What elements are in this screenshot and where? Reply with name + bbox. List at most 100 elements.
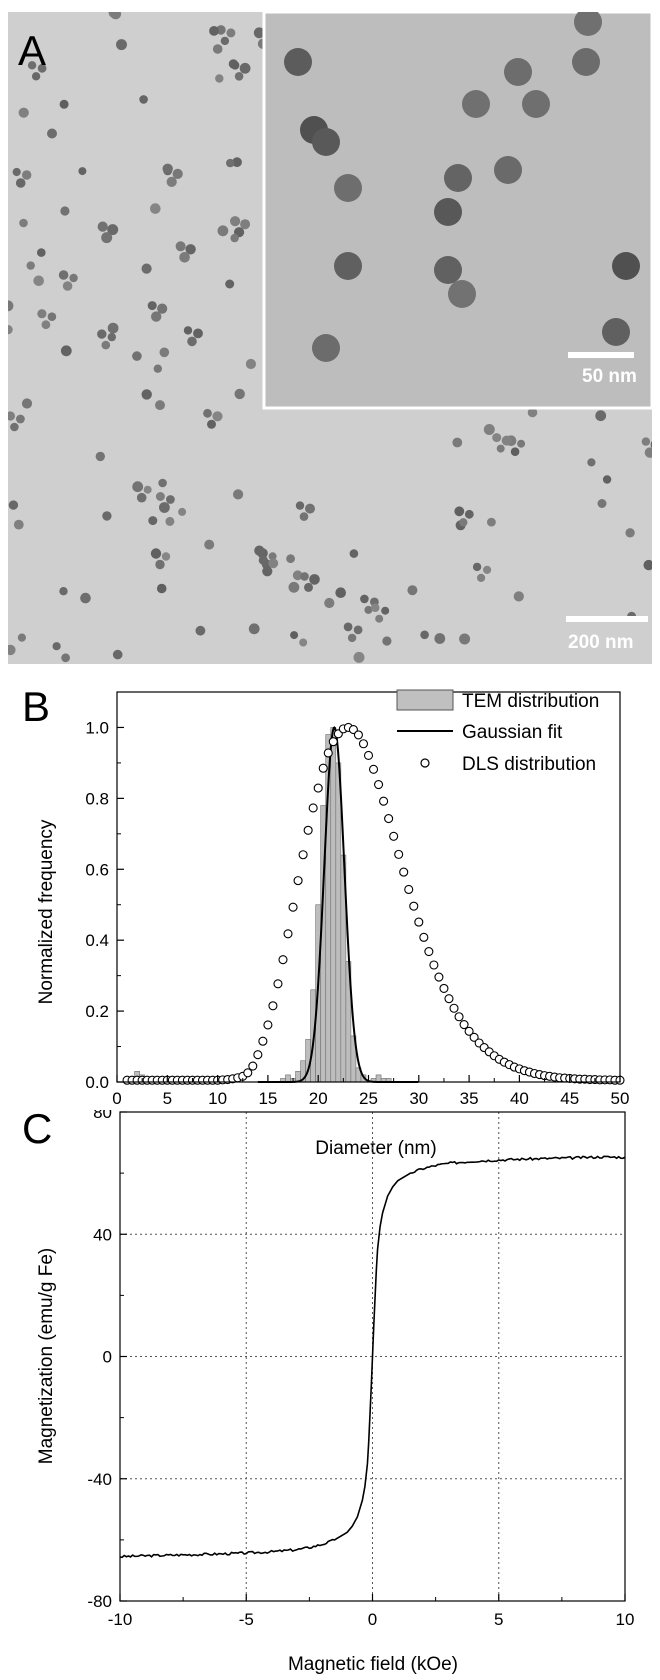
c-ytick-label: -80 bbox=[87, 1592, 112, 1611]
nanoparticle bbox=[459, 633, 471, 645]
dls-point bbox=[273, 979, 283, 989]
nanoparticle bbox=[155, 492, 165, 501]
nanoparticle bbox=[487, 517, 496, 527]
dls-point bbox=[313, 783, 323, 793]
nanoparticle bbox=[41, 320, 51, 330]
nanoparticle bbox=[420, 630, 429, 640]
nanoparticle bbox=[305, 503, 315, 514]
c-ylabel: Magnetization (emu/g Fe) bbox=[36, 1248, 57, 1465]
nanoparticle bbox=[58, 270, 69, 280]
inset-nanoparticle bbox=[334, 252, 362, 280]
dls-point bbox=[439, 983, 449, 993]
nanoparticle bbox=[434, 633, 446, 644]
nanoparticle bbox=[136, 492, 147, 503]
nanoparticle bbox=[472, 562, 482, 572]
nanoparticle bbox=[492, 433, 502, 443]
nanoparticle bbox=[141, 389, 152, 400]
c-ytick-label: 80 bbox=[93, 1110, 112, 1122]
inset-nanoparticle bbox=[522, 90, 550, 118]
nanoparticle bbox=[59, 99, 69, 109]
nanoparticle bbox=[110, 12, 122, 20]
nanoparticle bbox=[248, 623, 260, 635]
c-xtick-label: -5 bbox=[239, 1610, 254, 1629]
nanoparticle bbox=[234, 388, 245, 400]
nanoparticle bbox=[209, 26, 219, 36]
nanoparticle bbox=[47, 312, 57, 322]
nanoparticle bbox=[166, 176, 177, 187]
nanoparticle bbox=[37, 63, 47, 73]
dls-point bbox=[414, 917, 424, 927]
b-ytick-label: 0.8 bbox=[85, 789, 109, 808]
tem-image bbox=[8, 12, 652, 664]
nanoparticle bbox=[382, 636, 392, 646]
nanoparticle bbox=[12, 167, 21, 177]
nanoparticle bbox=[290, 631, 299, 640]
b-xtick-label: 10 bbox=[208, 1089, 227, 1108]
nanoparticle bbox=[230, 61, 240, 70]
tem-histogram-bar bbox=[285, 1074, 291, 1083]
nanoparticle bbox=[159, 347, 170, 358]
nanoparticle bbox=[353, 625, 363, 635]
legend-swatch-dls bbox=[420, 758, 430, 768]
size-distribution-chart: 0 5 10 15 20 25 30 35 40 45 50 0.0 0.2 0.4 0.6 0.8 1.0 N… bbox=[36, 689, 629, 1159]
legend-label-tem: TEM distribution bbox=[462, 691, 599, 712]
nanoparticle bbox=[185, 244, 196, 255]
nanoparticle bbox=[151, 311, 162, 322]
nanoparticle bbox=[309, 574, 320, 585]
nanoparticle bbox=[288, 581, 300, 593]
nanoparticle bbox=[175, 241, 186, 252]
nanoparticle bbox=[292, 570, 303, 581]
b-xtick-label: 30 bbox=[409, 1089, 428, 1108]
dls-point bbox=[353, 730, 363, 740]
nanoparticle bbox=[304, 582, 313, 592]
dls-point bbox=[459, 1020, 469, 1030]
nanoparticle bbox=[364, 605, 373, 614]
nanoparticle bbox=[496, 444, 505, 453]
nanoparticle bbox=[27, 61, 37, 70]
b-xtick-label: 15 bbox=[258, 1089, 277, 1108]
dls-point bbox=[253, 1050, 263, 1060]
c-ytick-label: 40 bbox=[93, 1225, 112, 1244]
inset-nanoparticle bbox=[312, 334, 340, 362]
dls-point bbox=[454, 1012, 464, 1022]
nanoparticle bbox=[178, 507, 187, 516]
b-ylabel: Normalized frequency bbox=[36, 819, 57, 1004]
b-xtick-label: 5 bbox=[163, 1089, 172, 1108]
nanoparticle bbox=[148, 516, 158, 526]
b-xtick-label: 20 bbox=[309, 1089, 328, 1108]
b-ytick-label: 0.4 bbox=[85, 931, 109, 950]
nanoparticle bbox=[112, 649, 123, 660]
nanoparticle bbox=[230, 216, 241, 227]
inset-nanoparticle bbox=[494, 156, 522, 184]
nanoparticle bbox=[59, 587, 68, 596]
tem-histogram-bar bbox=[375, 1074, 382, 1083]
nanoparticle bbox=[102, 511, 112, 521]
inset-nanoparticle bbox=[434, 256, 462, 284]
dls-point bbox=[389, 831, 399, 841]
nanoparticle bbox=[193, 328, 203, 339]
nanoparticle bbox=[17, 633, 26, 642]
nanoparticle bbox=[207, 419, 216, 429]
nanoparticle bbox=[510, 447, 520, 457]
nanoparticle bbox=[18, 107, 29, 118]
nanoparticle bbox=[233, 489, 244, 500]
nanoparticle bbox=[80, 592, 91, 604]
c-ytick-label: -40 bbox=[87, 1470, 112, 1489]
nanoparticle bbox=[8, 644, 16, 656]
nanoparticle bbox=[33, 275, 44, 287]
nanoparticle bbox=[116, 39, 127, 51]
nanoparticle bbox=[101, 340, 111, 350]
dls-point bbox=[323, 748, 333, 758]
nanoparticle bbox=[153, 364, 162, 373]
inset-nanoparticle bbox=[434, 198, 462, 226]
nanoparticle bbox=[95, 451, 106, 462]
b-frame bbox=[116, 691, 621, 1083]
nanoparticle bbox=[299, 638, 308, 647]
dls-point bbox=[424, 946, 434, 957]
nanoparticle bbox=[107, 322, 119, 334]
nanoparticle bbox=[8, 500, 19, 510]
inset-nanoparticle bbox=[504, 58, 532, 86]
dls-point bbox=[303, 825, 313, 835]
nanoparticle bbox=[239, 62, 251, 74]
inset-nanoparticle bbox=[572, 48, 600, 76]
